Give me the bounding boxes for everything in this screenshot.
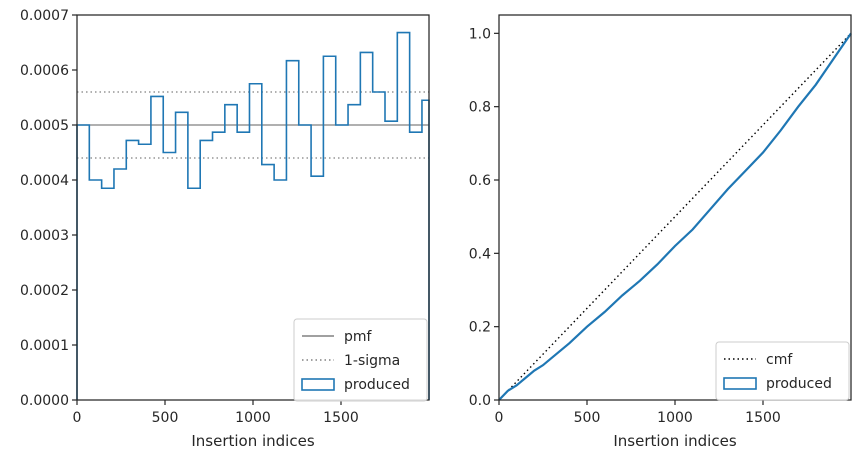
left-legend: pmf 1-sigma produced [293,318,428,402]
left-axis-ticks: 0 500 1000 1500 0.0000 0.0001 0.0002 0.0003 0.00… [20,8,359,426]
left-panel-pmf: 0 500 1000 1500 0.0000 0.0001 0.0002 0.0003 0.00… [20,8,430,450]
legend-swatch-produced [301,378,335,391]
series-produced-line [498,32,852,401]
x-tick-label: 1000 [657,410,693,426]
y-tick-label: 0.0001 [20,338,69,354]
y-tick-label: 0.6 [469,173,491,189]
y-tick-label: 0.0000 [20,393,69,409]
y-tick-label: 0.0002 [20,283,69,299]
legend-label-produced: produced [766,376,832,392]
y-tick-label: 0.0007 [20,8,69,24]
x-tick-label: 0 [73,410,82,426]
y-tick-label: 0.8 [469,100,491,116]
series-produced-histogram [76,31,430,400]
right-plot-marks [498,32,852,401]
y-tick-label: 0.0003 [20,228,69,244]
legend-label-1-sigma: 1-sigma [344,353,400,369]
y-tick-label: 0.0005 [20,118,69,134]
right-axis-ticks: 0 500 1000 1500 0.0 0.2 0.4 0.6 0.8 1.0 [469,26,781,426]
legend-label-pmf: pmf [344,329,373,345]
legend-box [715,341,850,401]
x-tick-label: 1500 [323,410,359,426]
y-tick-label: 1.0 [469,26,491,42]
y-tick-label: 0.0004 [20,173,69,189]
right-x-axis-label: Insertion indices [613,432,736,450]
legend-label-cmf: cmf [766,352,793,368]
y-tick-label: 0.4 [469,246,491,262]
legend-swatch-produced [723,377,757,390]
right-legend: cmf produced [715,341,850,401]
left-x-axis-label: Insertion indices [191,432,314,450]
x-tick-label: 500 [574,410,601,426]
y-tick-label: 0.0006 [20,63,69,79]
legend-label-produced: produced [344,377,410,393]
y-tick-label: 0.2 [469,320,491,336]
series-cmf-line [498,32,852,401]
x-tick-label: 0 [495,410,504,426]
x-tick-label: 500 [152,410,179,426]
left-plot-marks [76,31,430,400]
x-tick-label: 1000 [235,410,271,426]
y-tick-label: 0.0 [469,393,491,409]
legend-box [293,318,428,402]
right-panel-cmf: 0 500 1000 1500 0.0 0.2 0.4 0.6 0.8 1.0 Insertion… [469,14,852,450]
x-tick-label: 1500 [745,410,781,426]
